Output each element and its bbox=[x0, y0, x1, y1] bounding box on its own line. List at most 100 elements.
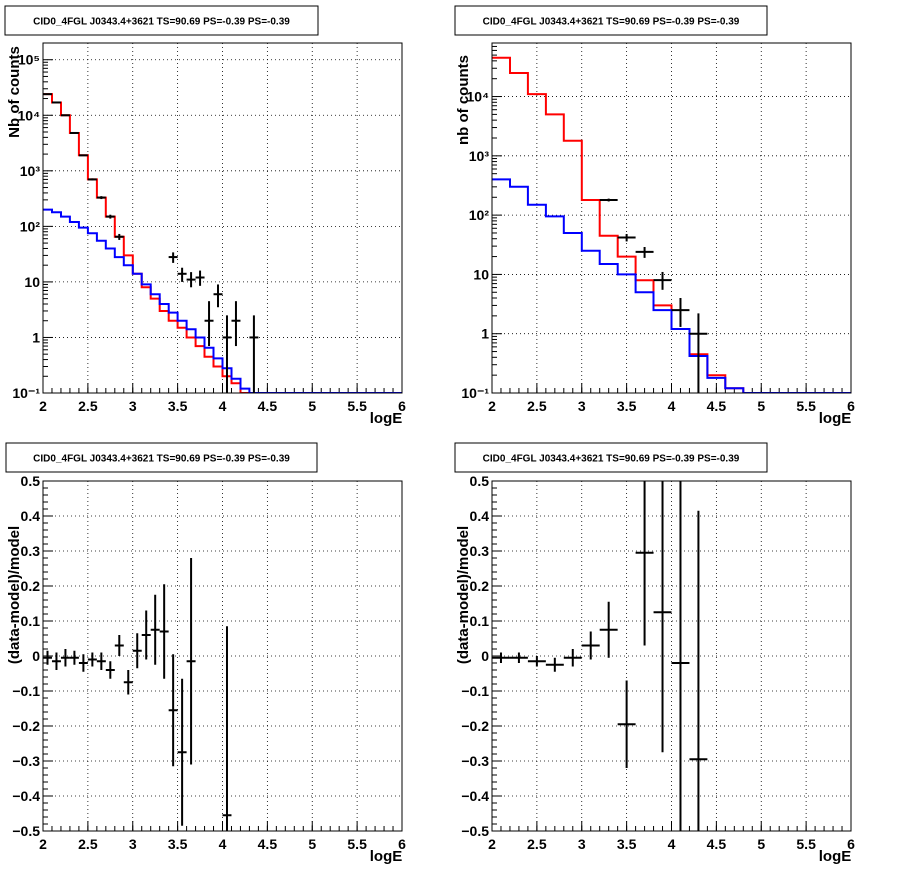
x-tick-label: 3.5 bbox=[617, 836, 637, 852]
y-tick-label: −0.5 bbox=[12, 823, 40, 839]
y-tick-label: 0.2 bbox=[470, 578, 490, 594]
y-tick-label: 0.4 bbox=[470, 508, 490, 524]
plot-title: CID0_4FGL J0343.4+3621 TS=90.69 PS=-0.39… bbox=[483, 17, 740, 28]
y-tick-label: −0.1 bbox=[12, 683, 40, 699]
x-tick-label: 3 bbox=[578, 398, 586, 414]
x-tick-label: 4 bbox=[668, 836, 676, 852]
data-point bbox=[123, 670, 133, 695]
data-point bbox=[60, 649, 70, 667]
data-point bbox=[249, 315, 259, 393]
x-tick-label: 4 bbox=[668, 398, 676, 414]
title-box bbox=[454, 5, 768, 36]
data-point bbox=[599, 198, 618, 202]
x-tick-label: 5.5 bbox=[347, 836, 367, 852]
y-tick-label: −0.5 bbox=[461, 823, 489, 839]
y-tick-label: −0.3 bbox=[12, 753, 40, 769]
y-tick-label: 0.5 bbox=[470, 473, 490, 489]
data-point bbox=[114, 635, 124, 656]
chart-panel-4: 2 2.5 3 3.5 4 4.5 5 5.5 6 −0.5 −0.4 −0.3 −0.2 −0.1 0 0.… bbox=[454, 442, 855, 865]
plot-frame bbox=[42, 42, 403, 394]
y-tick-label: 10⁵ bbox=[18, 52, 40, 68]
data-point bbox=[222, 315, 232, 393]
y-axis-title: Nb of counts bbox=[6, 46, 23, 138]
data-point bbox=[671, 481, 690, 831]
y-axis-title: nb of counts bbox=[455, 55, 472, 145]
data-point bbox=[689, 313, 708, 393]
y-tick-label: 0.3 bbox=[21, 543, 41, 559]
data-point bbox=[87, 652, 97, 667]
x-tick-label: 4.5 bbox=[707, 836, 727, 852]
title-box bbox=[4, 5, 319, 36]
data-point bbox=[96, 652, 106, 670]
x-tick-label: 6 bbox=[847, 398, 855, 414]
x-tick-label: 2.5 bbox=[527, 398, 547, 414]
y-tick-label: 0.4 bbox=[21, 508, 41, 524]
x-tick-label: 2 bbox=[488, 398, 496, 414]
plot-title: CID0_4FGL J0343.4+3621 TS=90.69 PS=-0.39… bbox=[33, 17, 290, 28]
x-tick-label: 2 bbox=[488, 836, 496, 852]
title-box bbox=[5, 442, 318, 473]
x-tick-label: 6 bbox=[847, 836, 855, 852]
x-tick-label: 5.5 bbox=[796, 398, 816, 414]
plot-border bbox=[491, 480, 852, 832]
x-tick-label: 5.5 bbox=[347, 398, 367, 414]
chart-panel-3: 2 2.5 3 3.5 4 4.5 5 5.5 6 −0.5 −0.4 −0.3 −0.2 −0.1 0 0.… bbox=[5, 442, 406, 865]
data-point bbox=[689, 510, 708, 831]
data-point bbox=[43, 650, 52, 665]
x-tick-label: 5 bbox=[308, 398, 316, 414]
data-point bbox=[563, 649, 582, 667]
y-tick-label: 0 bbox=[32, 648, 40, 664]
x-axis-title: logE bbox=[819, 848, 852, 865]
plot-title: CID0_4FGL J0343.4+3621 TS=90.69 PS=-0.39… bbox=[483, 454, 740, 465]
data-point bbox=[509, 652, 528, 663]
x-tick-label: 2.5 bbox=[78, 836, 98, 852]
y-tick-label: 10⁴ bbox=[467, 89, 490, 105]
data-point bbox=[617, 234, 636, 242]
y-tick-label: 10² bbox=[20, 218, 41, 234]
y-tick-label: 10⁻¹ bbox=[461, 385, 489, 401]
y-tick-label: −0.4 bbox=[12, 788, 40, 804]
data-point bbox=[213, 284, 223, 308]
y-tick-label: −0.1 bbox=[461, 683, 489, 699]
data-point bbox=[51, 101, 61, 104]
data-point bbox=[87, 178, 97, 181]
data-point bbox=[671, 298, 690, 327]
data-point bbox=[635, 247, 654, 258]
data-point bbox=[653, 271, 672, 290]
blue-model-histogram bbox=[492, 178, 851, 393]
data-layer bbox=[492, 56, 851, 393]
x-tick-label: 5 bbox=[757, 398, 765, 414]
data-point bbox=[69, 650, 79, 665]
data-point bbox=[186, 558, 196, 765]
data-point bbox=[177, 267, 187, 282]
x-tick-label: 6 bbox=[398, 398, 406, 414]
plot-title: CID0_4FGL J0343.4+3621 TS=90.69 PS=-0.39… bbox=[33, 454, 290, 465]
data-point bbox=[168, 654, 178, 767]
x-tick-label: 6 bbox=[398, 836, 406, 852]
x-tick-label: 4 bbox=[219, 398, 227, 414]
y-tick-label: 0.2 bbox=[21, 578, 41, 594]
y-tick-label: 10 bbox=[24, 274, 40, 290]
data-point bbox=[204, 301, 214, 347]
data-point bbox=[114, 233, 124, 240]
plot-border bbox=[42, 42, 403, 394]
y-axis-title: (data-model)/model bbox=[455, 526, 472, 664]
y-tick-label: 10³ bbox=[20, 163, 41, 179]
y-tick-label: 0 bbox=[481, 648, 489, 664]
data-point bbox=[527, 656, 546, 667]
data-layer bbox=[43, 558, 232, 831]
y-tick-label: −0.2 bbox=[12, 718, 40, 734]
y-tick-label: 10⁻¹ bbox=[12, 385, 40, 401]
data-point bbox=[177, 678, 187, 826]
blue-model-histogram bbox=[43, 208, 402, 393]
data-point bbox=[78, 154, 88, 157]
data-point bbox=[78, 654, 88, 672]
data-point bbox=[150, 594, 160, 665]
data-point bbox=[635, 481, 654, 646]
data-point bbox=[581, 631, 600, 660]
y-tick-label: 10⁴ bbox=[18, 107, 41, 123]
y-tick-label: −0.4 bbox=[461, 788, 489, 804]
y-tick-label: 0.3 bbox=[470, 543, 490, 559]
data-point bbox=[222, 626, 232, 831]
